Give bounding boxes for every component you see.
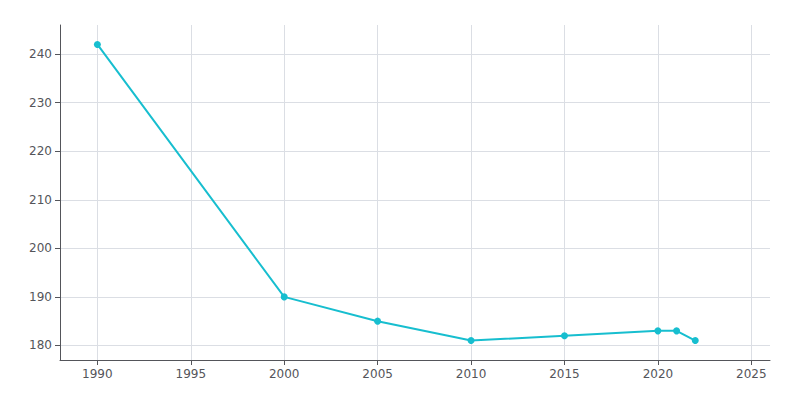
svg-text:230: 230: [29, 96, 52, 110]
svg-text:210: 210: [29, 193, 52, 207]
svg-text:1990: 1990: [82, 367, 113, 381]
svg-text:2020: 2020: [643, 367, 674, 381]
svg-text:180: 180: [29, 338, 52, 352]
svg-text:2010: 2010: [456, 367, 487, 381]
svg-text:190: 190: [29, 290, 52, 304]
svg-text:2025: 2025: [736, 367, 767, 381]
svg-text:220: 220: [29, 144, 52, 158]
svg-text:2000: 2000: [269, 367, 300, 381]
svg-text:1995: 1995: [176, 367, 207, 381]
svg-text:2005: 2005: [362, 367, 393, 381]
svg-text:200: 200: [29, 241, 52, 255]
svg-text:2015: 2015: [549, 367, 580, 381]
svg-text:240: 240: [29, 47, 52, 61]
